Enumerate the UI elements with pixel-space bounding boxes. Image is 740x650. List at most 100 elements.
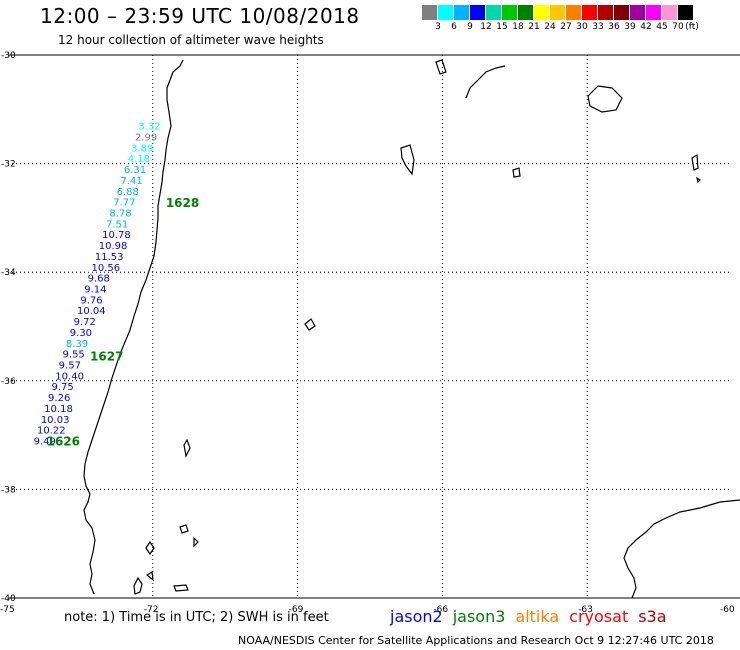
legend-label: 18 xyxy=(512,22,524,32)
wave-height-label: 9.68 xyxy=(88,274,110,285)
lon-tick-label: -66 xyxy=(433,605,448,615)
chile-coastline xyxy=(83,59,184,595)
legend-label: 39 xyxy=(624,22,636,32)
axis-labels: -30 -32 -34 -36 -38 -40-75 -72 -69 -66 -63 -60 xyxy=(0,51,735,615)
wave-height-label: 10.56 xyxy=(92,263,121,274)
wave-height-label: 10.22 xyxy=(37,426,66,437)
legend-swatches xyxy=(422,5,694,20)
lat-tick-label: -36 xyxy=(1,377,16,387)
wave-height-label: 10.40 xyxy=(55,371,84,382)
legend-swatch xyxy=(598,5,614,20)
legend-label: 6 xyxy=(451,22,457,32)
wave-height-label: 9.14 xyxy=(84,284,106,295)
wave-height-label: 2.99 xyxy=(135,132,157,143)
wave-height-label: 9.49 xyxy=(34,437,56,448)
legend-swatch xyxy=(550,5,566,20)
lon-tick-label: -63 xyxy=(578,605,593,615)
legend-swatch xyxy=(678,5,694,20)
wave-height-label: 10.03 xyxy=(41,415,70,426)
legend-swatch xyxy=(470,5,486,20)
wave-height-label: 3.32 xyxy=(138,122,160,133)
islet-ne-3 xyxy=(512,167,521,178)
map-subtitle: 12 hour collection of altimeter wave hei… xyxy=(58,33,324,47)
wave-height-label: 9.72 xyxy=(74,317,96,328)
legend-label: 24 xyxy=(544,22,556,32)
pass-number-label: 1628 xyxy=(166,196,199,210)
island-small-3 xyxy=(183,438,191,458)
island-small-4 xyxy=(179,524,189,534)
wave-height-label: 10.98 xyxy=(99,241,128,252)
lon-tick-label: -75 xyxy=(0,605,15,615)
coast-ne xyxy=(465,65,506,99)
legend-label: 21 xyxy=(528,22,540,32)
mission-label: altika xyxy=(515,607,560,626)
lat-tick-label: -32 xyxy=(1,160,16,170)
lon-tick-label: -60 xyxy=(720,605,735,615)
wave-height-label: 10.04 xyxy=(77,306,106,317)
coast-se xyxy=(623,499,740,599)
legend-swatch xyxy=(534,5,550,20)
islet-ne-1 xyxy=(435,59,447,75)
legend-swatch xyxy=(614,5,630,20)
legend-unit: (ft) xyxy=(685,22,699,32)
lat-tick-label: -40 xyxy=(1,594,16,604)
legend-swatch xyxy=(582,5,598,20)
island-small-5 xyxy=(193,536,199,548)
legend-label: 15 xyxy=(496,22,508,32)
legend-swatch xyxy=(646,5,662,20)
lat-tick-label: -34 xyxy=(1,268,16,278)
legend-swatch xyxy=(630,5,646,20)
wave-height-label: 9.26 xyxy=(48,393,70,404)
wave-height-label: 9.75 xyxy=(51,382,73,393)
legend-swatch xyxy=(422,5,438,20)
legend-swatch xyxy=(438,5,454,20)
wave-height-labels: 3.322.993.894.186.317.416.887.778.787.51… xyxy=(34,122,161,448)
legend-swatch xyxy=(518,5,534,20)
legend-label: 27 xyxy=(560,22,572,32)
wave-height-label: 10.18 xyxy=(44,404,73,415)
legend-swatch xyxy=(566,5,582,20)
wave-height-label: 9.30 xyxy=(70,328,92,339)
legend-label: 30 xyxy=(576,22,588,32)
mission-label: s3a xyxy=(638,607,667,626)
pass-number-label: 1627 xyxy=(90,349,123,363)
wave-height-label: 3.89 xyxy=(131,143,153,154)
legend-label: 33 xyxy=(592,22,604,32)
wave-height-label: 7.77 xyxy=(113,198,135,209)
legend-label: 9 xyxy=(467,22,473,32)
island-small-1 xyxy=(145,540,155,556)
legend-label: 45 xyxy=(656,22,668,32)
coastline xyxy=(83,59,740,599)
islet-ne-2 xyxy=(400,144,415,176)
wave-height-label: 8.39 xyxy=(66,339,88,350)
lat-tick-label: -38 xyxy=(1,485,16,495)
islet-east-1 xyxy=(691,153,699,171)
island-small-2 xyxy=(145,571,154,582)
wave-height-label: 8.78 xyxy=(109,208,131,219)
legend-swatch xyxy=(662,5,678,20)
mission-label: jason2 xyxy=(390,607,443,626)
mission-label: cryosat xyxy=(569,607,629,626)
pass-number-label: 1626 xyxy=(47,435,80,449)
island-small-6 xyxy=(173,584,189,592)
legend-label: 42 xyxy=(640,22,652,32)
map-title: 12:00 – 23:59 UTC 10/08/2018 xyxy=(40,4,360,28)
footer-credit: NOAA/NESDIS Center for Satellite Applica… xyxy=(238,634,714,647)
mission-label: jason3 xyxy=(452,607,506,626)
lon-tick-label: -69 xyxy=(289,605,304,615)
wave-height-label: 7.41 xyxy=(120,176,142,187)
wave-height-label: 4.18 xyxy=(128,154,150,165)
legend-swatch xyxy=(502,5,518,20)
wave-height-label: 11.53 xyxy=(95,252,124,263)
legend-label: 3 xyxy=(435,22,441,32)
wave-height-label: 6.88 xyxy=(117,187,139,198)
island-east xyxy=(587,85,623,113)
pass-labels: 1628 1627 1626 xyxy=(47,196,200,448)
note-text: note: 1) Time is in UTC; 2) SWH is in fe… xyxy=(64,610,329,625)
legend-label: 36 xyxy=(608,22,620,32)
color-legend: 3 6 9 12 15 18 21 24 27 30 33 36 39 42 45 70 (ft) xyxy=(422,5,699,34)
wave-height-label: 6.31 xyxy=(124,165,146,176)
wave-height-label: 9.57 xyxy=(59,361,81,372)
lon-tick-label: -72 xyxy=(144,605,159,615)
